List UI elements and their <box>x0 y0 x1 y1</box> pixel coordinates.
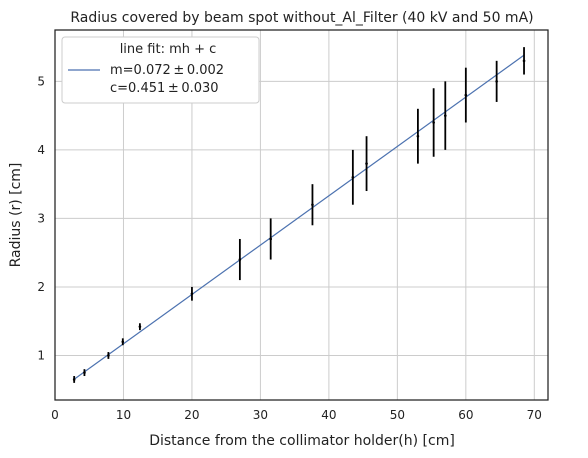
data-point <box>416 134 420 138</box>
y-tick-label: 1 <box>37 348 45 362</box>
data-point <box>107 354 110 357</box>
plot-frame <box>54 29 549 401</box>
data-point <box>432 121 435 124</box>
fit-line <box>73 54 525 380</box>
y-axis-label: Radius (r) [cm] <box>8 163 24 268</box>
fit-line-group <box>73 54 525 380</box>
data-point <box>351 176 355 179</box>
data-point <box>495 80 498 83</box>
tick-labels: 0 10 20 30 40 50 60 70 1 2 3 4 5 <box>37 74 542 422</box>
data-point <box>138 325 142 328</box>
data-point <box>238 258 242 261</box>
data-point <box>522 59 526 63</box>
x-tick-label: 0 <box>51 408 59 422</box>
legend-title: line fit: mh + c <box>120 42 217 57</box>
y-tick-label: 5 <box>37 74 45 88</box>
legend: line fit: mh + c m=0.072 ± 0.002 c=0.451… <box>61 36 260 104</box>
data-point <box>311 203 314 207</box>
legend-fit-intercept: c=0.451 ± 0.030 <box>110 81 219 96</box>
data-point <box>464 93 468 97</box>
data-point <box>190 292 194 296</box>
x-tick-label: 10 <box>116 408 131 422</box>
y-tick-label: 3 <box>37 211 45 225</box>
data-point <box>72 378 76 381</box>
x-tick-label: 40 <box>321 408 336 422</box>
x-tick-label: 60 <box>458 408 473 422</box>
legend-fit-slope: m=0.072 ± 0.002 <box>110 63 224 78</box>
x-axis-label: Distance from the collimator holder(h) [… <box>149 433 455 449</box>
data-point <box>443 114 447 117</box>
x-tick-label: 20 <box>184 408 199 422</box>
x-tick-label: 70 <box>527 408 542 422</box>
y-tick-label: 4 <box>37 143 45 157</box>
data-points <box>72 47 526 383</box>
data-point <box>83 371 86 374</box>
legend-box <box>61 36 260 104</box>
chart-title: Radius covered by beam spot without_Al_F… <box>70 10 533 26</box>
x-tick-label: 30 <box>253 408 268 422</box>
data-point <box>365 162 368 165</box>
x-tick-label: 50 <box>390 408 405 422</box>
data-point <box>269 237 272 241</box>
y-tick-label: 2 <box>37 280 45 294</box>
data-point <box>121 340 125 344</box>
